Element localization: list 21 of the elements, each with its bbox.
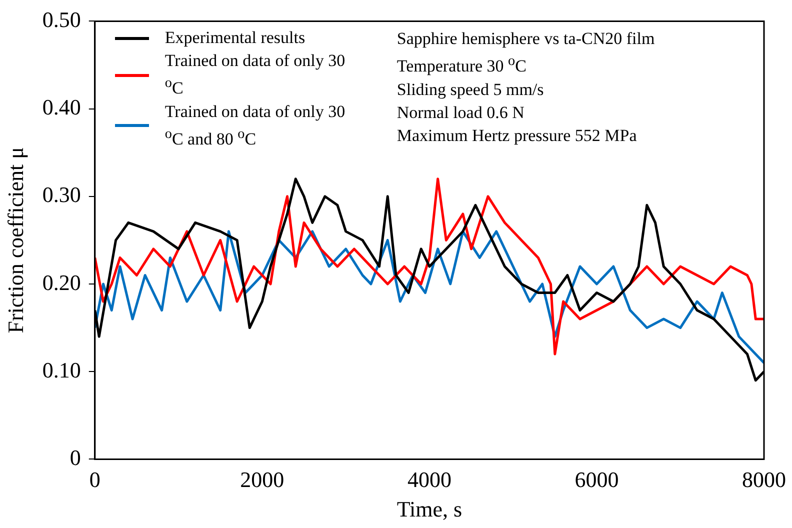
annotation: Maximum Hertz pressure 552 MPa [396,124,638,147]
legend-label: Experimental results [164,27,306,50]
annotation: Sliding speed 5 mm/s [396,78,545,101]
x-tick-label: 8000 [742,467,786,492]
x-tick-label: 2000 [240,467,284,492]
legend-label: Trained on data of only 30 $^{o}$C [164,50,346,100]
y-axis-title: Friction coefficient μ [2,147,28,334]
x-axis-title: Time, s [396,496,462,522]
y-tick-label: 0 [70,444,81,470]
legend-label: Trained on data of only 30 $^{o}$C and 80 $^{o}$C [164,100,346,150]
annotation: Normal load 0.6 N [396,102,526,124]
annotation: Sapphire hemisphere vs ta-CN20 film [396,28,655,50]
y-tick-label: 0.50 [42,6,81,32]
y-tick-label: 0.10 [42,357,81,382]
y-tick-label: 0.20 [42,270,81,295]
x-tick-label: 4000 [407,467,452,492]
y-tick-label: 0.30 [42,182,81,208]
annotation: Temperature 30 $^{o}$C [396,52,528,78]
x-tick-label: 0 [89,467,100,492]
y-tick-label: 0.40 [42,94,81,120]
x-tick-label: 6000 [574,467,619,492]
